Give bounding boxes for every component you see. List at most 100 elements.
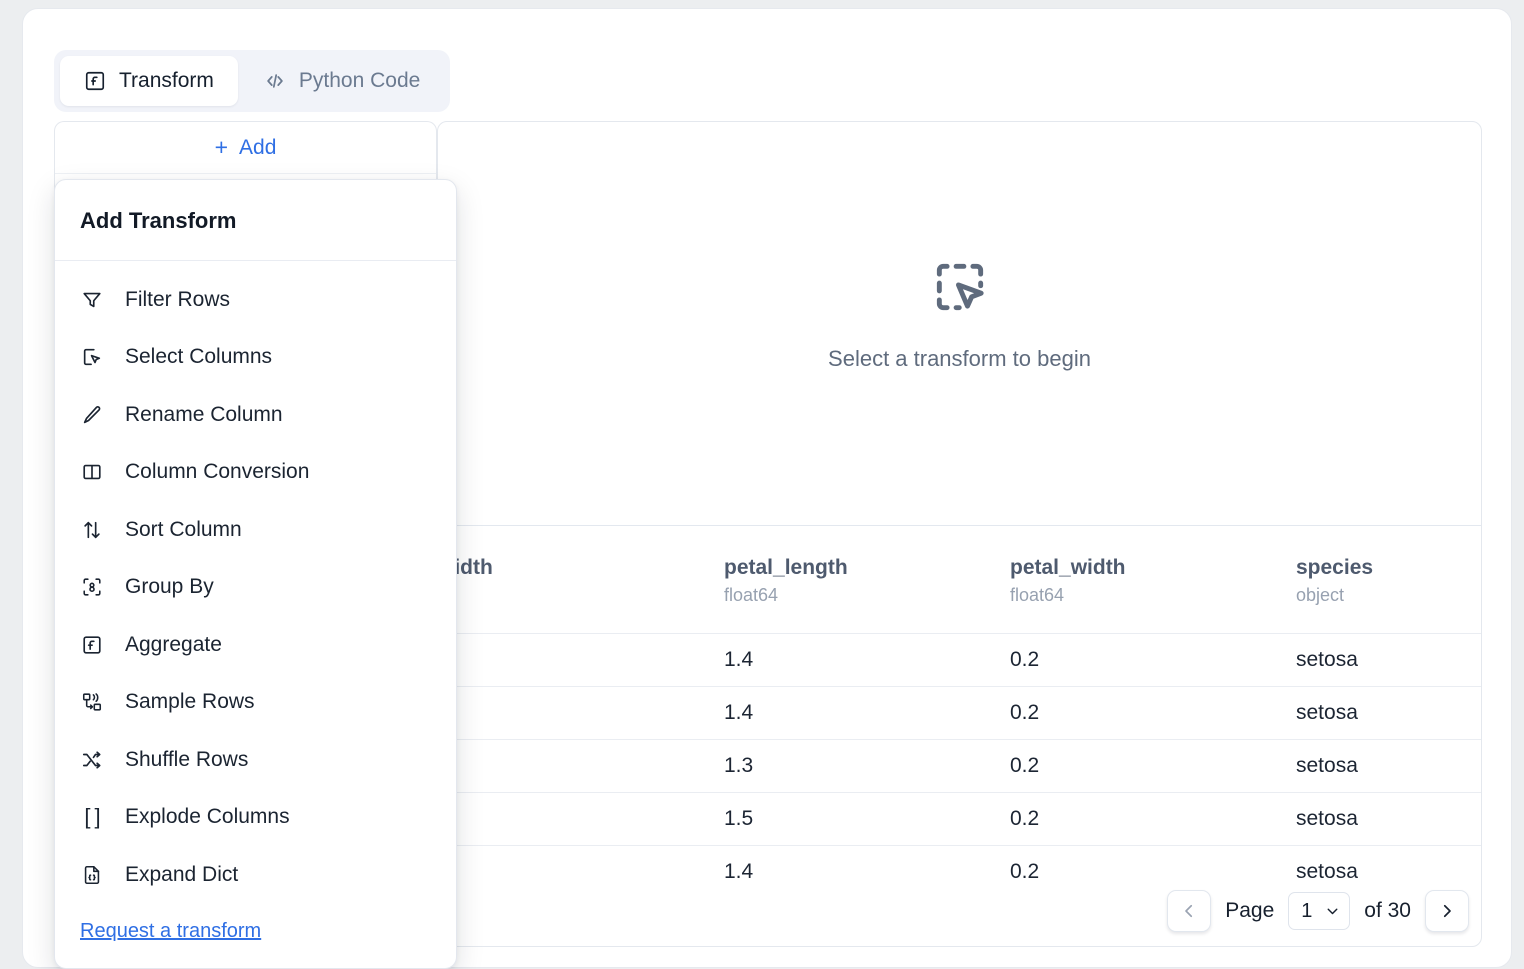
table-cell: 0.2 (1010, 739, 1296, 793)
table-cell: setosa (1296, 633, 1481, 687)
menu-item-sample-rows[interactable]: Sample Rows (55, 674, 456, 732)
column-name: petal_width (1010, 556, 1126, 579)
page-label: Page (1225, 899, 1275, 922)
next-page-button[interactable] (1425, 890, 1469, 932)
sample-rows-icon (80, 690, 104, 714)
data-table: width petal_length float64 petal_width f… (438, 526, 1481, 899)
table-cell: 0.2 (1010, 845, 1296, 899)
table-row: 1.4 0.2 setosa (438, 686, 1481, 740)
menu-item-label: Shuffle Rows (125, 747, 249, 771)
menu-item-explode-columns[interactable]: [ ] Explode Columns (55, 789, 456, 847)
column-name: width (438, 556, 493, 579)
menu-item-label: Expand Dict (125, 862, 239, 886)
plus-icon: + (214, 134, 229, 160)
shuffle-icon (80, 748, 104, 772)
add-transform-button[interactable]: + Add (55, 122, 436, 174)
menu-item-label: Sample Rows (125, 690, 255, 714)
tab-python-code-label: Python Code (298, 69, 421, 92)
request-a-transform-link[interactable]: Request a transform (80, 919, 262, 942)
content-panel: Select a transform to begin width petal_… (437, 121, 1482, 947)
menu-item-label: Rename Column (125, 402, 283, 426)
table-cell: setosa (1296, 686, 1481, 740)
add-transform-menu: Add Transform Filter Rows Select Colu (54, 179, 457, 969)
column-name: species (1296, 556, 1374, 579)
table-cell: setosa (1296, 845, 1481, 899)
pagination: Page 1 of 30 (1167, 890, 1469, 932)
code-brackets-icon (264, 70, 286, 92)
table-cell (438, 739, 724, 793)
menu-item-expand-dict[interactable]: Expand Dict (55, 846, 456, 904)
table-cell: 0.2 (1010, 792, 1296, 846)
column-dtype: float64 (724, 585, 779, 606)
tab-python-code[interactable]: Python Code (240, 56, 444, 106)
table-cell: setosa (1296, 739, 1481, 793)
chevron-left-icon (1180, 902, 1198, 920)
pencil-icon (80, 403, 104, 427)
menu-item-rename-column[interactable]: Rename Column (55, 386, 456, 444)
table-row: 1.4 0.2 setosa (438, 845, 1481, 899)
table-cell (438, 686, 724, 740)
menu-item-label: Column Conversion (125, 460, 310, 484)
menu-item-label: Select Columns (125, 345, 273, 369)
menu-item-select-columns[interactable]: Select Columns (55, 329, 456, 387)
menu-item-label: Filter Rows (125, 287, 231, 311)
page-select[interactable]: 1 (1288, 892, 1351, 930)
table-row: 1.5 0.2 setosa (438, 792, 1481, 846)
function-box-icon (80, 633, 104, 657)
menu-item-group-by[interactable]: Group By (55, 559, 456, 617)
column-dtype: float64 (1010, 585, 1065, 606)
page-total-label: of 30 (1364, 899, 1411, 922)
table-cell (438, 633, 724, 687)
table-cell: 0.2 (1010, 686, 1296, 740)
column-dtype: object (1296, 585, 1345, 606)
menu-item-sort-column[interactable]: Sort Column (55, 501, 456, 559)
page-select-wrapper: 1 (1288, 892, 1351, 930)
panel-divider (438, 525, 1481, 526)
table-column-header[interactable]: species object (1296, 526, 1481, 634)
add-transform-menu-title: Add Transform (55, 180, 456, 261)
columns-icon (80, 460, 104, 484)
table-header-row: width petal_length float64 petal_width f… (438, 526, 1481, 634)
menu-item-label: Aggregate (125, 632, 222, 656)
sort-arrows-icon (80, 518, 104, 542)
function-box-icon (84, 70, 106, 92)
select-cursor-box-icon (80, 345, 104, 369)
table-cell: 1.4 (724, 845, 1010, 899)
tab-transform[interactable]: Transform (60, 56, 238, 106)
file-braces-icon (80, 863, 104, 887)
menu-item-column-conversion[interactable]: Column Conversion (55, 444, 456, 502)
menu-item-label: Sort Column (125, 517, 242, 541)
table-column-header[interactable]: width (438, 526, 724, 634)
square-brackets-icon: [ ] (84, 804, 100, 830)
app-card: Transform Python Code + Add (22, 8, 1512, 969)
table-cell (438, 845, 724, 899)
table-row: 1.4 0.2 setosa (438, 633, 1481, 687)
table-row: 1.3 0.2 setosa (438, 739, 1481, 793)
table-column-header[interactable]: petal_width float64 (1010, 526, 1296, 634)
menu-item-filter-rows[interactable]: Filter Rows (55, 271, 456, 329)
add-transform-menu-list: Filter Rows Select Columns Rename C (55, 261, 456, 943)
menu-item-aggregate[interactable]: Aggregate (55, 616, 456, 674)
table-cell (438, 792, 724, 846)
table-cell: 0.2 (1010, 633, 1296, 687)
tab-strip: Transform Python Code (54, 50, 451, 112)
menu-item-shuffle-rows[interactable]: Shuffle Rows (55, 731, 456, 789)
prev-page-button[interactable] (1167, 890, 1212, 932)
add-button-label: Add (239, 135, 277, 159)
table-column-header[interactable]: petal_length float64 (724, 526, 1010, 634)
funnel-icon (80, 288, 104, 312)
table-cell: setosa (1296, 792, 1481, 846)
column-name: petal_length (724, 556, 848, 579)
table-cell: 1.5 (724, 792, 1010, 846)
empty-state: Select a transform to begin (438, 122, 1481, 505)
table-cell: 1.4 (724, 633, 1010, 687)
chevron-right-icon (1438, 902, 1456, 920)
group-frame-icon (80, 575, 104, 599)
tab-transform-label: Transform (119, 69, 214, 92)
menu-item-label: Explode Columns (125, 805, 290, 829)
empty-state-caption: Select a transform to begin (828, 345, 1091, 371)
menu-item-label: Group By (125, 575, 214, 599)
table-cell: 1.3 (724, 739, 1010, 793)
dashed-box-cursor-icon (929, 256, 991, 318)
table-cell: 1.4 (724, 686, 1010, 740)
